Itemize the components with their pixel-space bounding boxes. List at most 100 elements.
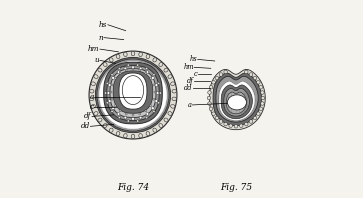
- Ellipse shape: [219, 73, 223, 76]
- Ellipse shape: [224, 70, 227, 74]
- Ellipse shape: [209, 107, 213, 111]
- Ellipse shape: [103, 62, 107, 67]
- Text: c: c: [193, 70, 197, 78]
- Circle shape: [132, 66, 134, 69]
- Ellipse shape: [228, 95, 246, 110]
- Polygon shape: [219, 82, 255, 120]
- Polygon shape: [107, 66, 159, 121]
- Circle shape: [159, 92, 162, 94]
- Ellipse shape: [219, 120, 223, 123]
- Ellipse shape: [212, 112, 215, 115]
- Ellipse shape: [171, 82, 175, 86]
- Ellipse shape: [249, 120, 253, 123]
- Ellipse shape: [90, 89, 94, 93]
- Polygon shape: [224, 89, 249, 116]
- Polygon shape: [213, 73, 261, 126]
- Circle shape: [145, 110, 147, 112]
- Text: hs: hs: [99, 21, 107, 29]
- Ellipse shape: [97, 59, 169, 131]
- Ellipse shape: [172, 89, 176, 93]
- Polygon shape: [227, 92, 246, 114]
- Circle shape: [136, 64, 139, 66]
- Ellipse shape: [159, 62, 163, 67]
- Ellipse shape: [131, 51, 135, 56]
- Circle shape: [110, 91, 112, 93]
- Ellipse shape: [257, 112, 260, 115]
- Ellipse shape: [123, 134, 127, 138]
- Circle shape: [158, 82, 160, 85]
- Polygon shape: [110, 69, 156, 117]
- Circle shape: [105, 92, 107, 94]
- Ellipse shape: [153, 58, 157, 62]
- Ellipse shape: [208, 102, 211, 105]
- Ellipse shape: [153, 128, 157, 132]
- Text: hm: hm: [183, 63, 194, 71]
- Polygon shape: [209, 69, 265, 130]
- Polygon shape: [113, 71, 153, 113]
- Circle shape: [112, 76, 114, 79]
- Circle shape: [117, 71, 120, 74]
- Ellipse shape: [89, 51, 177, 139]
- Circle shape: [124, 116, 127, 119]
- Polygon shape: [216, 76, 258, 122]
- Circle shape: [111, 110, 113, 112]
- Polygon shape: [219, 82, 255, 120]
- Circle shape: [151, 107, 154, 110]
- Circle shape: [132, 114, 134, 116]
- Polygon shape: [222, 85, 252, 117]
- Circle shape: [111, 98, 113, 100]
- Circle shape: [112, 107, 114, 110]
- Ellipse shape: [123, 52, 127, 56]
- Ellipse shape: [164, 68, 168, 72]
- Ellipse shape: [122, 76, 144, 105]
- Circle shape: [153, 110, 155, 112]
- Text: a: a: [90, 93, 94, 101]
- Ellipse shape: [245, 70, 248, 74]
- Ellipse shape: [209, 85, 213, 89]
- Circle shape: [132, 117, 134, 120]
- Text: c: c: [90, 103, 94, 110]
- Text: n: n: [99, 34, 103, 42]
- Ellipse shape: [212, 81, 215, 84]
- Ellipse shape: [116, 54, 120, 59]
- Circle shape: [150, 105, 152, 107]
- Circle shape: [107, 92, 110, 94]
- Text: u: u: [95, 56, 99, 64]
- Circle shape: [146, 112, 149, 115]
- Ellipse shape: [261, 102, 264, 105]
- Circle shape: [150, 77, 152, 79]
- Circle shape: [119, 110, 121, 112]
- Circle shape: [111, 74, 113, 76]
- Ellipse shape: [146, 54, 150, 59]
- Circle shape: [136, 120, 139, 122]
- Text: dd: dd: [81, 122, 90, 130]
- Ellipse shape: [91, 82, 95, 86]
- Text: hs: hs: [190, 55, 197, 63]
- Circle shape: [156, 92, 159, 94]
- Circle shape: [125, 113, 127, 115]
- Ellipse shape: [168, 112, 172, 115]
- Ellipse shape: [172, 97, 176, 101]
- Ellipse shape: [245, 122, 248, 126]
- Circle shape: [119, 72, 121, 74]
- Circle shape: [127, 64, 130, 66]
- Ellipse shape: [99, 61, 167, 129]
- Circle shape: [106, 82, 109, 85]
- Ellipse shape: [146, 131, 150, 136]
- Circle shape: [158, 102, 160, 104]
- Circle shape: [118, 116, 121, 119]
- Ellipse shape: [94, 75, 98, 78]
- Ellipse shape: [253, 116, 257, 120]
- Circle shape: [153, 84, 155, 86]
- Circle shape: [114, 105, 116, 107]
- Circle shape: [146, 67, 148, 70]
- Circle shape: [127, 120, 130, 122]
- Circle shape: [146, 71, 149, 74]
- Circle shape: [146, 116, 148, 119]
- Polygon shape: [104, 62, 162, 124]
- Ellipse shape: [171, 105, 175, 108]
- Ellipse shape: [261, 96, 265, 100]
- Ellipse shape: [109, 58, 113, 62]
- Circle shape: [139, 113, 141, 115]
- Ellipse shape: [253, 76, 257, 80]
